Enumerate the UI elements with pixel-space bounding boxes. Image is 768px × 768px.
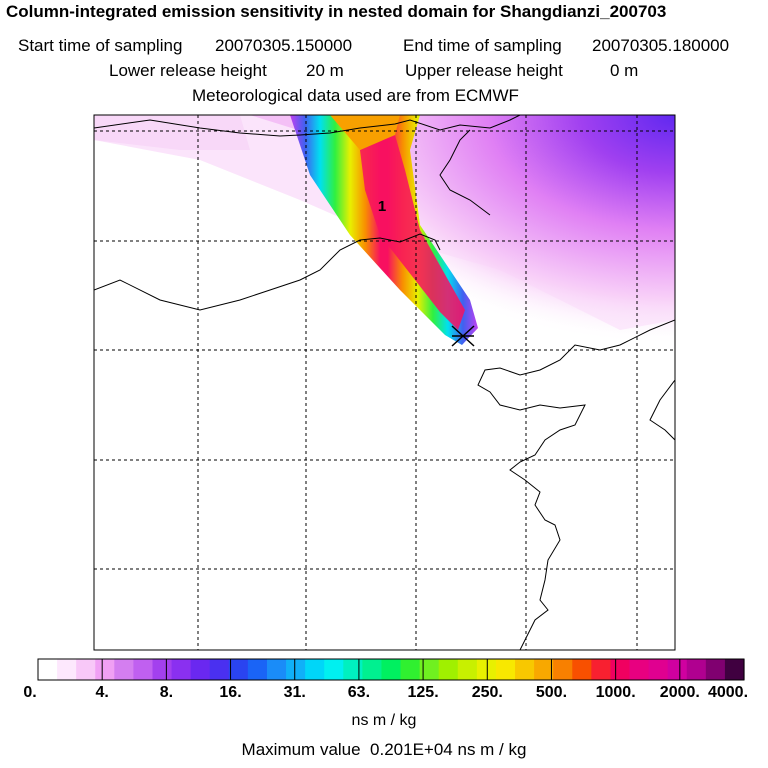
upper-release-label: Upper release height bbox=[405, 61, 563, 80]
colorbar-segment bbox=[515, 659, 535, 680]
colorbar-segment bbox=[286, 659, 306, 680]
colorbar-segment bbox=[38, 659, 58, 680]
plot-title: Column-integrated emission sensitivity i… bbox=[6, 2, 667, 21]
colorbar-segment bbox=[495, 659, 516, 680]
colorbar-segment bbox=[705, 659, 726, 680]
colorbar-segment bbox=[305, 659, 325, 680]
met-data-source: Meteorological data used are from ECMWF bbox=[192, 86, 519, 105]
colorbar-tick-label: 16. bbox=[219, 684, 242, 701]
lat-lon-grid bbox=[94, 115, 675, 650]
colorbar-segment bbox=[171, 659, 192, 680]
colorbar-tick-label: 0. bbox=[23, 684, 37, 701]
lower-release-label: Lower release height bbox=[109, 61, 267, 80]
colorbar-segment bbox=[572, 659, 592, 680]
receptor-marker bbox=[451, 325, 475, 347]
colorbar-segment bbox=[667, 659, 688, 680]
maximum-value-number: 0.201E+04 ns m / kg bbox=[370, 740, 527, 759]
colorbar-tick-label: 2000. bbox=[659, 684, 700, 701]
start-time-label: Start time of sampling bbox=[18, 36, 183, 55]
colorbar-segment bbox=[152, 659, 173, 680]
colorbar-segment bbox=[438, 659, 459, 680]
colorbar-segment bbox=[381, 659, 402, 680]
colorbar-tick-label: 250. bbox=[471, 684, 503, 701]
colorbar-segment bbox=[724, 659, 745, 680]
colorbar-segment bbox=[534, 659, 554, 680]
sensitivity-field bbox=[94, 115, 675, 345]
colorbar-segment bbox=[343, 659, 363, 680]
colorbar-segment bbox=[76, 659, 96, 680]
end-time-value: 20070305.180000 bbox=[592, 36, 730, 55]
colorbar-segment bbox=[95, 659, 115, 680]
colorbar-segment bbox=[114, 659, 134, 680]
lower-release-value: 20 m bbox=[306, 61, 344, 80]
colorbar-segment bbox=[400, 659, 421, 680]
colorbar-segment bbox=[610, 659, 631, 680]
colorbar-unit: ns m / kg bbox=[351, 712, 417, 729]
colorbar-segment bbox=[476, 659, 497, 680]
colorbar-segment bbox=[629, 659, 650, 680]
map-frame bbox=[93, 114, 676, 651]
colorbar-frame bbox=[37, 658, 745, 681]
maximum-value: Maximum value 0.201E+04 ns m / kg bbox=[0, 740, 768, 760]
colorbar-segment bbox=[362, 659, 383, 680]
colorbar-tick-label: 4. bbox=[95, 684, 109, 701]
colorbar-tick-label: 63. bbox=[347, 684, 371, 701]
colorbar-tick-label: 4000. bbox=[707, 684, 749, 701]
colorbar-segment bbox=[457, 659, 478, 680]
start-time-value: 20070305.150000 bbox=[215, 36, 353, 55]
colorbar-segment bbox=[419, 659, 440, 680]
upper-release-value: 0 m bbox=[610, 61, 639, 80]
colorbar-segment bbox=[686, 659, 707, 680]
colorbar-tick-label: 1000. bbox=[595, 684, 636, 701]
colorbar-segment bbox=[57, 659, 77, 680]
colorbar-segment bbox=[266, 659, 287, 680]
colorbar-segment bbox=[648, 659, 669, 680]
coastlines bbox=[94, 115, 675, 650]
colorbar-segment bbox=[133, 659, 154, 680]
colorbar-segment bbox=[228, 659, 249, 680]
colorbar-tick-label: 8. bbox=[159, 684, 174, 701]
colorbar-segment bbox=[190, 659, 211, 680]
colorbar-segment bbox=[553, 659, 573, 680]
colorbar-segment bbox=[209, 659, 230, 680]
colorbar-segment bbox=[247, 659, 268, 680]
colorbar-tick-label: 125. bbox=[407, 684, 439, 701]
colorbar-tick-label: 31. bbox=[283, 684, 306, 701]
end-time-label: End time of sampling bbox=[403, 36, 562, 55]
maximum-value-label: Maximum value bbox=[241, 740, 361, 759]
plume-centroid-label: 1 bbox=[378, 198, 386, 215]
colorbar-segment bbox=[324, 659, 344, 680]
colorbar-tick-label: 500. bbox=[535, 684, 568, 701]
colorbar-segment bbox=[591, 659, 612, 680]
